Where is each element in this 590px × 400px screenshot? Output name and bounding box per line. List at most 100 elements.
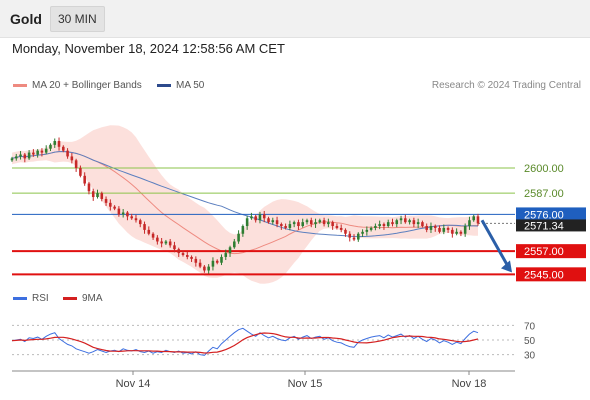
- candle-102: [446, 227, 450, 230]
- candle-10: [53, 140, 57, 145]
- candle-6: [36, 150, 39, 155]
- current-price-tag: [516, 219, 586, 232]
- candle-31: [143, 224, 146, 230]
- candle-87: [382, 224, 386, 227]
- candle-43: [194, 258, 198, 263]
- candle-73: [322, 220, 326, 225]
- legend-ma50-swatch: [157, 83, 171, 87]
- candle-88: [386, 222, 390, 227]
- candle-103: [451, 229, 454, 234]
- candle-3: [23, 154, 27, 159]
- candle-49: [220, 256, 223, 263]
- candle-95: [416, 222, 420, 225]
- instrument-title: Gold: [10, 11, 42, 27]
- legend-ma50-label: MA 50: [176, 80, 205, 91]
- candle-99: [433, 226, 437, 228]
- level-tag-3: [516, 244, 586, 259]
- candle-17: [83, 175, 86, 184]
- candle-45: [203, 266, 206, 271]
- level-tag-4: [516, 267, 586, 282]
- candle-57: [254, 216, 257, 221]
- osc-level-2: 30: [524, 351, 536, 362]
- candle-81: [357, 233, 360, 240]
- candle-14: [70, 156, 74, 161]
- candle-30: [138, 220, 142, 225]
- candle-77: [339, 227, 343, 230]
- candle-108: [472, 216, 476, 221]
- candle-27: [126, 212, 129, 217]
- candle-1: [14, 156, 18, 159]
- candle-98: [429, 226, 433, 230]
- candle-44: [198, 262, 202, 267]
- candle-37: [168, 241, 172, 246]
- candle-68: [301, 222, 304, 227]
- candle-5: [32, 152, 35, 155]
- candle-9: [49, 144, 52, 149]
- candle-2: [19, 154, 22, 157]
- candle-60: [267, 218, 270, 223]
- candle-20: [96, 193, 99, 198]
- scenario-arrow-shaft: [480, 219, 510, 268]
- candle-0: [10, 158, 14, 161]
- candle-28: [130, 216, 133, 219]
- legend-ma50: MA 50: [157, 80, 204, 91]
- candle-46: [207, 266, 210, 271]
- candle-107: [468, 220, 471, 227]
- candle-35: [160, 241, 163, 244]
- legend-rsi: RSI: [13, 293, 49, 304]
- level-label-1: 2587.00: [524, 188, 564, 200]
- candle-67: [297, 222, 300, 227]
- candle-4: [27, 152, 31, 159]
- candle-52: [233, 241, 236, 248]
- candle-90: [395, 220, 399, 225]
- candle-61: [271, 220, 275, 223]
- candle-74: [327, 222, 330, 225]
- current-price-label: 2571.34: [524, 220, 564, 232]
- candle-40: [181, 253, 185, 256]
- candle-109: [476, 216, 480, 224]
- candle-16: [79, 168, 82, 176]
- candle-39: [177, 249, 181, 254]
- osc-level-0: 70: [524, 321, 536, 332]
- candle-15: [74, 160, 78, 169]
- candle-105: [459, 231, 463, 234]
- candle-18: [87, 183, 91, 192]
- candle-36: [164, 241, 168, 244]
- legend-9ma: 9MA: [63, 293, 103, 304]
- legend-9ma-label: 9MA: [82, 293, 103, 304]
- candle-26: [121, 212, 125, 215]
- candle-38: [173, 245, 176, 250]
- candle-59: [262, 214, 266, 219]
- candle-100: [438, 227, 441, 232]
- candle-96: [421, 222, 424, 227]
- candle-70: [309, 220, 313, 225]
- level-tag-2: [516, 207, 586, 222]
- candle-23: [109, 202, 112, 207]
- candle-58: [258, 214, 262, 221]
- candle-48: [215, 260, 219, 263]
- top-bar: Gold 30 MIN: [0, 0, 590, 38]
- rsi-ma-line: [11, 332, 479, 354]
- candle-71: [314, 222, 317, 225]
- candle-42: [190, 256, 193, 259]
- level-label-0: 2600.00: [524, 163, 564, 175]
- candle-25: [117, 208, 121, 215]
- timestamp: Monday, November 18, 2024 12:58:56 AM CE…: [12, 41, 285, 56]
- x-tick-label-0: Nov 14: [116, 378, 151, 390]
- candle-69: [305, 220, 309, 223]
- timeframe-button[interactable]: 30 MIN: [50, 6, 105, 32]
- candle-92: [404, 218, 407, 223]
- legend-rsi-swatch: [13, 296, 27, 300]
- candle-104: [455, 231, 458, 234]
- candle-72: [318, 220, 322, 223]
- candle-97: [425, 226, 428, 230]
- osc-level-1: 50: [524, 336, 536, 347]
- candle-93: [408, 220, 411, 223]
- candle-65: [288, 224, 292, 228]
- legend-9ma-swatch: [63, 296, 77, 300]
- rsi-line: [11, 327, 479, 356]
- candle-22: [104, 198, 108, 203]
- candle-51: [228, 247, 232, 254]
- candle-24: [113, 206, 116, 209]
